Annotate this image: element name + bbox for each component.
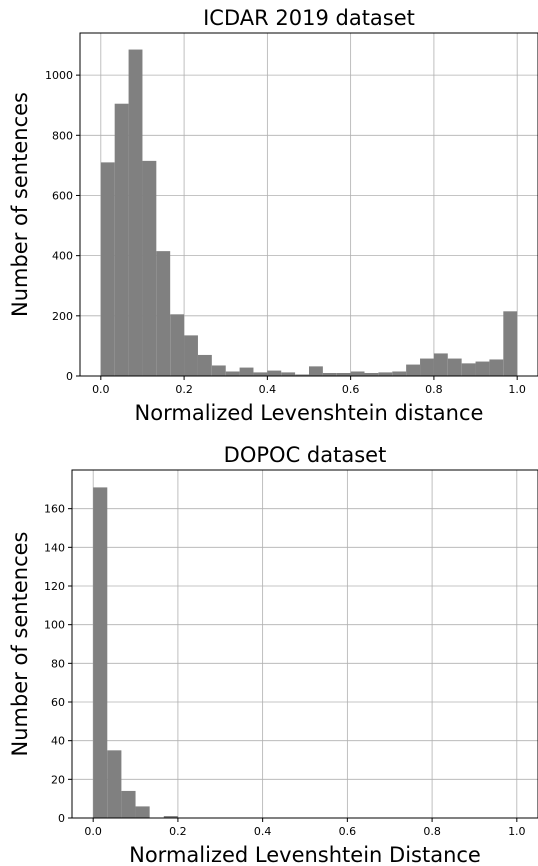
- chart1-bar: [503, 311, 518, 376]
- chart1-x-tick-label: 1.0: [508, 383, 526, 396]
- chart1-bar: [253, 372, 268, 376]
- chart1-bar: [142, 160, 157, 376]
- chart2-x-tick-label: 0.4: [254, 825, 272, 838]
- chart2-y-tick-label: 100: [44, 619, 65, 632]
- chart2-x-tick-label: 0.6: [339, 825, 357, 838]
- chart1-x-tick-label: 0.8: [425, 383, 443, 396]
- chart2-bar: [163, 816, 178, 818]
- chart1-y-axis-label: Number of sentences: [8, 92, 32, 317]
- chart2-y-tick-label: 80: [51, 657, 65, 670]
- chart2-y-tick-label: 120: [44, 580, 65, 593]
- chart1-bar: [170, 314, 185, 376]
- chart1-bar: [114, 103, 129, 376]
- chart1-bar: [475, 361, 490, 376]
- chart1-y-tick-label: 400: [52, 250, 73, 263]
- chart1-bar: [350, 371, 365, 376]
- chart2-axes-frame: [71, 469, 538, 819]
- chart2-y-tick-label: 40: [51, 735, 65, 748]
- chart1-y-tick-label: 0: [66, 370, 73, 383]
- chart1-bar: [489, 359, 504, 376]
- chart1-bar: [420, 358, 434, 376]
- chart1-y-tick-label: 600: [52, 189, 73, 202]
- chart1-x-tick-label: 0.2: [175, 383, 193, 396]
- chart2-bar: [93, 487, 108, 818]
- chart1-bar: [461, 363, 476, 376]
- chart1-bar: [267, 370, 282, 376]
- chart1-bar: [433, 353, 448, 376]
- chart2-bar: [107, 750, 122, 818]
- chart1-y-tick-label: 200: [52, 310, 73, 323]
- chart2-x-tick-label: 1.0: [508, 825, 526, 838]
- chart2-y-axis-label: Number of sentences: [8, 532, 32, 757]
- chart2-y-tick-label: 60: [51, 696, 65, 709]
- chart1-bar: [322, 372, 337, 376]
- chart1-bar: [447, 358, 462, 376]
- chart2-bar: [135, 806, 150, 818]
- chart1-bar: [309, 366, 323, 376]
- chart2-x-tick-label: 0.8: [423, 825, 441, 838]
- chart1-y-tick-label: 1000: [45, 69, 73, 82]
- chart1-x-tick-label: 0.0: [92, 383, 110, 396]
- chart1-bar: [336, 372, 351, 376]
- chart1-bar: [295, 374, 309, 376]
- chart1-y-tick-label: 800: [52, 129, 73, 142]
- chart1-bar: [239, 367, 254, 376]
- chart1-bar: [100, 162, 115, 376]
- chart1-bar: [184, 335, 198, 376]
- chart1-x-axis-label: Normalized Levenshtein distance: [135, 401, 484, 425]
- chart1-bar: [378, 372, 393, 376]
- chart2-title: DOPOC dataset: [224, 443, 387, 467]
- chart2-x-tick-label: 0.2: [169, 825, 187, 838]
- chart2-y-tick-label: 20: [51, 773, 65, 786]
- chart2-bar: [121, 790, 136, 818]
- chart1-bar: [225, 371, 240, 376]
- chart1-bar: [392, 371, 407, 376]
- chart2-x-axis-label: Normalized Levenshtein Distance: [129, 843, 481, 866]
- chart2-y-tick-label: 0: [58, 812, 65, 825]
- chart2-x-tick-label: 0.0: [84, 825, 102, 838]
- chart1-x-tick-label: 0.4: [259, 383, 277, 396]
- chart1-bar: [406, 364, 421, 376]
- chart1-bar: [156, 251, 171, 376]
- chart2-y-tick-label: 160: [44, 503, 65, 516]
- chart1-bar: [281, 372, 296, 376]
- chart1-bar: [197, 354, 212, 376]
- chart1-bar: [128, 49, 143, 376]
- chart1-axes-frame: [79, 32, 538, 377]
- chart2-y-tick-label: 140: [44, 541, 65, 554]
- chart1-title: ICDAR 2019 dataset: [203, 6, 415, 30]
- chart1-x-tick-label: 0.6: [342, 383, 360, 396]
- chart1-bar: [211, 365, 226, 376]
- chart1-bar: [364, 372, 379, 376]
